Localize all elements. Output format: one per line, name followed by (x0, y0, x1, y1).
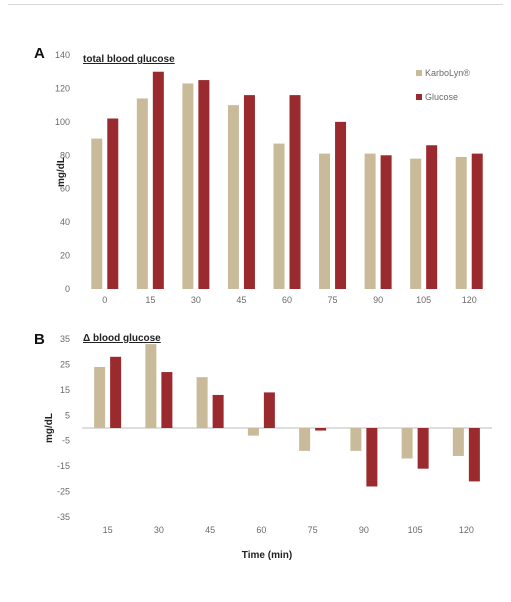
x-tick-label: 30 (154, 525, 164, 535)
bar-glucose-105 (417, 428, 429, 469)
y-tick-label: 100 (55, 117, 70, 127)
bar-karbolyn-90 (364, 153, 376, 289)
y-tick-label: 5 (65, 410, 70, 420)
y-tick-label: -35 (57, 512, 70, 522)
y-tick-label: 60 (60, 184, 70, 194)
bar-glucose-15 (110, 356, 122, 428)
x-tick-label: 75 (328, 295, 338, 305)
x-tick-label: 60 (282, 295, 292, 305)
bar-karbolyn-75 (299, 428, 311, 451)
x-tick-label: 75 (308, 525, 318, 535)
y-axis-label: mg/dL (56, 157, 67, 187)
bar-glucose-45 (212, 394, 224, 428)
bar-glucose-15 (152, 71, 164, 289)
x-tick-label: 120 (459, 525, 474, 535)
bar-karbolyn-105 (410, 158, 422, 289)
y-tick-label: 20 (60, 251, 70, 261)
panel-letter: B (34, 331, 45, 348)
y-axis-label: mg/dL (44, 413, 55, 443)
chart-panel-b: B Δ blood glucose 35 25 15 5 -5 -15 -25 -35 15 30 45… (34, 331, 492, 561)
bar-karbolyn-120 (452, 428, 464, 456)
x-tick-label: 30 (191, 295, 201, 305)
bar-glucose-30 (198, 80, 210, 289)
bar-karbolyn-105 (401, 428, 413, 459)
bar-glucose-105 (426, 145, 438, 289)
x-tick-label: 90 (359, 525, 369, 535)
bar-glucose-60 (263, 392, 275, 428)
y-tick-label: 120 (55, 83, 70, 93)
y-tick-label: 35 (60, 334, 70, 344)
y-tick-label: 140 (55, 50, 70, 60)
y-tick-label: 0 (65, 284, 70, 294)
panel-letter: A (34, 45, 45, 62)
bar-karbolyn-60 (273, 143, 285, 289)
y-tick-label: 40 (60, 217, 70, 227)
x-tick-label: 105 (416, 295, 431, 305)
legend-swatch (416, 70, 422, 76)
bar-glucose-90 (380, 155, 392, 289)
legend-label: Glucose (425, 92, 458, 102)
bar-karbolyn-0 (91, 138, 103, 289)
legend-label: KarboLyn® (425, 68, 470, 78)
x-tick-label: 45 (236, 295, 246, 305)
x-tick-label: 15 (145, 295, 155, 305)
y-tick-label: -15 (57, 461, 70, 471)
bar-karbolyn-45 (227, 105, 239, 290)
bar-karbolyn-120 (455, 156, 467, 289)
bar-glucose-60 (289, 95, 301, 289)
y-tick-label: -5 (62, 436, 70, 446)
x-axis-label: Time (min) (242, 550, 292, 561)
y-tick-label: 15 (60, 385, 70, 395)
bar-glucose-30 (161, 372, 173, 428)
bar-glucose-120 (468, 428, 480, 482)
x-tick-label: 105 (408, 525, 423, 535)
top-divider (8, 4, 503, 5)
bar-glucose-120 (471, 153, 483, 289)
bar-karbolyn-75 (319, 153, 331, 289)
bar-glucose-0 (107, 118, 119, 289)
x-tick-label: 0 (102, 295, 107, 305)
x-tick-label: 45 (205, 525, 215, 535)
y-tick-label: 80 (60, 150, 70, 160)
bar-karbolyn-30 (145, 344, 157, 428)
bar-karbolyn-30 (182, 83, 194, 290)
y-tick-label: 25 (60, 359, 70, 369)
bar-karbolyn-60 (247, 428, 259, 436)
bar-glucose-75 (315, 428, 327, 431)
x-tick-label: 90 (373, 295, 383, 305)
bar-glucose-90 (366, 428, 378, 487)
x-tick-label: 60 (256, 525, 266, 535)
panel-title: Δ blood glucose (83, 333, 161, 344)
legend-swatch (416, 94, 422, 100)
x-tick-label: 120 (462, 295, 477, 305)
bar-karbolyn-15 (94, 366, 106, 428)
bar-glucose-45 (243, 95, 255, 289)
bar-glucose-75 (335, 121, 347, 289)
y-tick-label: -25 (57, 487, 70, 497)
bar-karbolyn-15 (136, 98, 148, 289)
legend: KarboLyn® Glucose (416, 68, 470, 102)
bar-karbolyn-45 (196, 377, 208, 428)
x-tick-label: 15 (103, 525, 113, 535)
bar-karbolyn-90 (350, 428, 362, 451)
panel-title: total blood glucose (83, 54, 175, 65)
